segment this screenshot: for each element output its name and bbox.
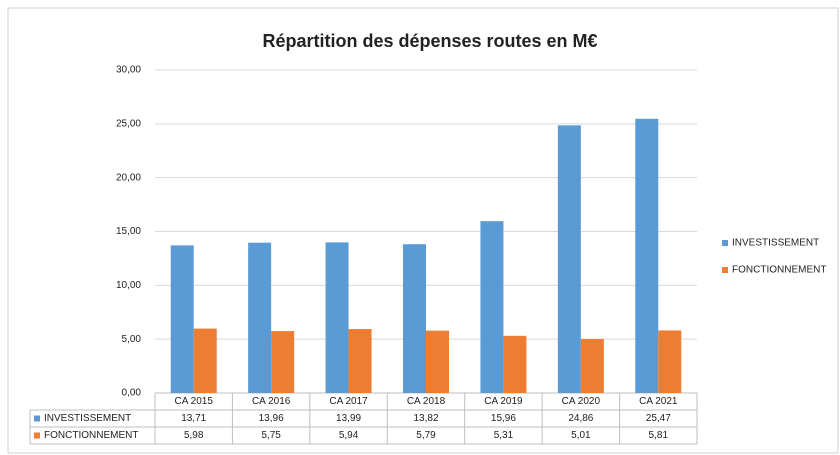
y-tick-label: 0,00 (122, 388, 142, 399)
bar (635, 118, 659, 393)
table-cell: 5,75 (261, 430, 281, 441)
y-tick-label: 5,00 (122, 334, 142, 345)
table-cell: 13,82 (413, 413, 438, 424)
legend-key (722, 240, 728, 246)
table-legend-key (34, 415, 40, 422)
bar (271, 331, 295, 393)
bar (580, 339, 604, 393)
table-cell: 25,47 (646, 413, 671, 424)
bar (325, 242, 349, 393)
table-cell: 5,81 (649, 430, 669, 441)
bar (248, 242, 272, 393)
x-tick-label: CA 2021 (639, 396, 678, 407)
x-tick-label: CA 2020 (562, 396, 601, 407)
table-cell: 13,99 (336, 413, 361, 424)
bar (193, 328, 217, 393)
y-tick-label: 20,00 (116, 172, 141, 183)
legend-label: FONCTIONNEMENT (732, 265, 826, 276)
bar (348, 329, 372, 393)
x-tick-label: CA 2019 (484, 396, 523, 407)
y-tick-label: 25,00 (116, 118, 141, 129)
table-cell: 24,86 (568, 413, 593, 424)
table-cell: 5,31 (494, 430, 514, 441)
x-tick-label: CA 2018 (407, 396, 446, 407)
table-cell: 5,79 (416, 430, 436, 441)
table-row-label: INVESTISSEMENT (44, 413, 131, 424)
bar (557, 125, 581, 393)
table-cell: 5,01 (571, 430, 591, 441)
table-legend-key (34, 432, 40, 439)
bar (480, 221, 504, 393)
chart-title: Répartition des dépenses routes en M€ (262, 31, 597, 51)
table-cell: 15,96 (491, 413, 516, 424)
legend-label: INVESTISSEMENT (732, 238, 819, 249)
table-row-label: FONCTIONNEMENT (44, 430, 138, 441)
bar (426, 330, 449, 393)
bar (503, 335, 527, 393)
x-tick-label: CA 2015 (175, 396, 214, 407)
table-cell: 13,96 (259, 413, 284, 424)
table-cell: 5,98 (184, 430, 204, 441)
bar (170, 245, 194, 393)
table-cell: 5,94 (339, 430, 359, 441)
x-tick-label: CA 2017 (329, 396, 368, 407)
bar (403, 244, 426, 393)
y-tick-label: 30,00 (116, 65, 141, 76)
y-tick-label: 10,00 (116, 280, 141, 291)
table-cell: 13,71 (181, 413, 206, 424)
x-tick-label: CA 2016 (252, 396, 291, 407)
y-tick-label: 15,00 (116, 226, 141, 237)
legend-key (722, 267, 728, 273)
bar (658, 330, 682, 393)
